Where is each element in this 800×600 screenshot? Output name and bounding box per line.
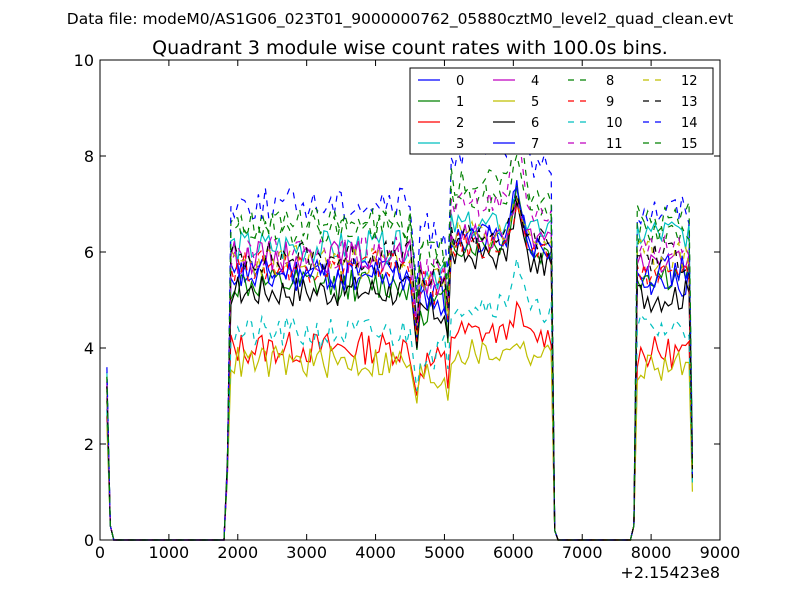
y-tick-label: 10: [74, 51, 94, 70]
legend-entry-label: 1: [456, 95, 464, 110]
plot-frame: [99, 59, 721, 541]
legend-entry-label: 7: [531, 137, 539, 152]
legend-entry-label: 14: [681, 116, 698, 131]
legend-entry-label: 15: [681, 137, 698, 152]
series-line-12: [106, 196, 693, 541]
y-tick-label: 2: [84, 435, 94, 454]
x-tick-label: 5000: [424, 543, 465, 562]
legend-box: [409, 67, 714, 155]
legend-entry-label: 2: [456, 116, 464, 131]
x-offset-label: +2.15423e8: [620, 563, 720, 582]
legend-entry-label: 6: [531, 116, 539, 131]
legend-entry-label: 5: [531, 95, 539, 110]
x-tick-label: 9000: [700, 543, 741, 562]
y-tick-label: 6: [84, 243, 94, 262]
series-line-15: [106, 114, 693, 541]
series-line-13: [106, 193, 693, 541]
x-tick-label: 0: [95, 543, 105, 562]
legend-entry-label: 12: [681, 74, 698, 89]
legend-entry-label: 8: [606, 74, 614, 89]
x-tick-label: 8000: [631, 543, 672, 562]
x-tick-label: 3000: [286, 543, 327, 562]
legend-entry-label: 9: [606, 95, 614, 110]
y-tick-label: 4: [84, 339, 94, 358]
legend-entry-label: 13: [681, 95, 698, 110]
chart-suptitle: Data file: modeM0/AS1G06_023T01_90000007…: [67, 10, 733, 29]
legend-entry-label: 4: [531, 74, 539, 89]
legend-entry-label: 3: [456, 137, 464, 152]
legend-entry-label: 0: [456, 74, 464, 89]
x-tick-label: 1000: [149, 543, 190, 562]
x-tick-label: 2000: [217, 543, 258, 562]
legend-entry-label: 10: [606, 116, 623, 131]
y-tick-label: 8: [84, 147, 94, 166]
legend-entry-label: 11: [606, 137, 623, 152]
x-tick-label: 7000: [562, 543, 603, 562]
y-tick-label: 0: [84, 531, 94, 550]
x-axis-ticks: 0 1000 2000 3000 4000 5000 6000 7000 8000 9000: [95, 60, 740, 562]
series-lines: [106, 84, 693, 541]
x-tick-label: 6000: [493, 543, 534, 562]
chart-title: Quadrant 3 module wise count rates with …: [152, 37, 668, 59]
x-tick-label: 4000: [355, 543, 396, 562]
